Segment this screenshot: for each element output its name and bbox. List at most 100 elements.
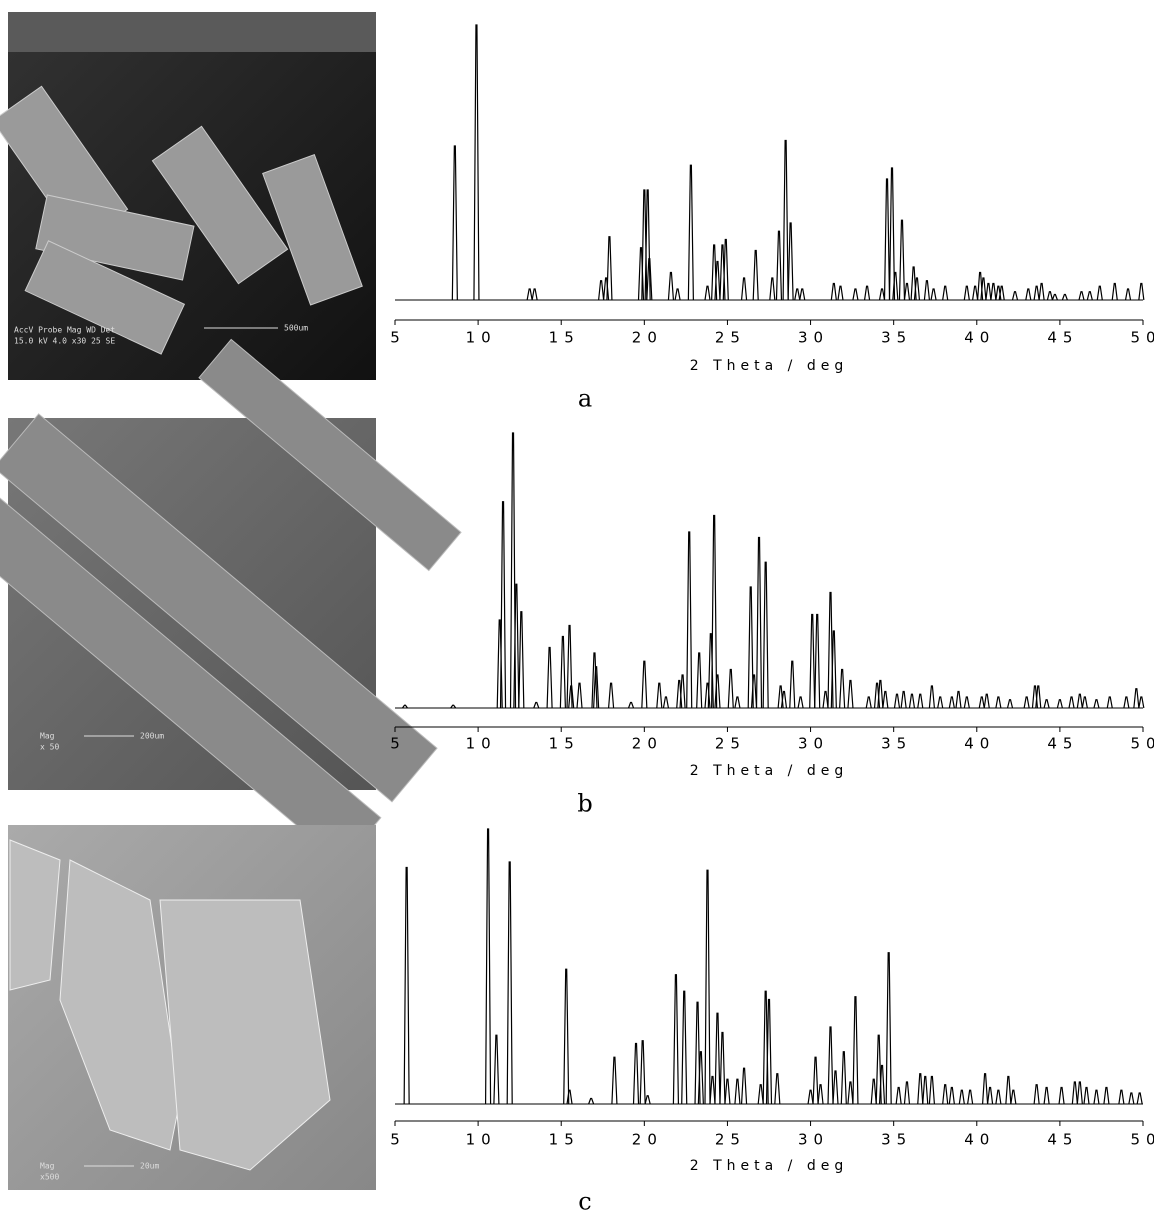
peak	[734, 1078, 741, 1105]
x-axis-label: 2 Theta / deg	[690, 358, 848, 374]
x-tick-label: 45	[1047, 735, 1078, 753]
x-tick-label: 20	[632, 1131, 663, 1149]
peak	[913, 277, 921, 301]
peak	[1038, 282, 1045, 301]
peak	[1071, 1081, 1078, 1105]
x-tick-label: 45	[1047, 1131, 1078, 1149]
peak	[837, 285, 844, 301]
peak	[687, 164, 694, 301]
peak	[694, 1001, 701, 1105]
peak	[1081, 696, 1088, 709]
peak	[734, 696, 741, 709]
peak	[1011, 291, 1019, 301]
peak	[714, 260, 721, 301]
x-tick-label: 30	[798, 1131, 829, 1149]
x-tick-label: 40	[964, 329, 995, 347]
image-label: Mag	[40, 732, 55, 741]
x-axis-label: 2 Theta / deg	[690, 763, 848, 779]
peak	[576, 682, 583, 709]
peak	[1111, 282, 1118, 301]
peak	[1061, 293, 1068, 301]
x-tick-label: 25	[715, 735, 746, 753]
x-tick-label: 5	[390, 735, 406, 753]
peak	[963, 285, 970, 301]
peak	[747, 586, 754, 709]
peak	[526, 288, 533, 301]
peak	[563, 968, 570, 1105]
peak	[646, 258, 653, 301]
peak	[903, 282, 911, 301]
panel-caption: b	[577, 790, 592, 818]
peak	[1086, 291, 1093, 301]
x-tick-label: 50	[1130, 329, 1154, 347]
peak	[591, 652, 598, 709]
peak	[606, 236, 613, 301]
peak	[789, 660, 796, 709]
peak	[769, 277, 776, 301]
peak	[546, 646, 553, 709]
peak	[847, 1081, 854, 1105]
peak	[782, 139, 789, 301]
peak	[852, 996, 859, 1105]
x-axis-label: 2 Theta / deg	[690, 1158, 848, 1174]
peak	[775, 230, 783, 301]
image-label: x 50	[40, 743, 59, 752]
peak	[704, 869, 711, 1105]
peak	[644, 1095, 651, 1105]
peak	[870, 1078, 877, 1105]
peak	[627, 701, 635, 709]
peak	[903, 1081, 911, 1105]
peak	[990, 282, 997, 301]
peak	[930, 288, 937, 301]
x-tick-label: 5	[390, 329, 406, 347]
peak	[1118, 1089, 1125, 1105]
peak	[995, 1089, 1002, 1105]
peak	[711, 514, 718, 709]
peak	[639, 1040, 646, 1105]
peak	[727, 668, 734, 709]
peak	[812, 1056, 819, 1105]
peak	[762, 561, 769, 709]
peak	[403, 866, 410, 1105]
peak	[1033, 1084, 1040, 1105]
peak	[696, 652, 703, 709]
image-label: Mag	[40, 1162, 55, 1171]
peak	[752, 249, 759, 301]
peak	[644, 189, 651, 301]
peak	[799, 288, 806, 301]
peak	[787, 222, 794, 301]
x-tick-label: 50	[1130, 1131, 1154, 1149]
peak	[1010, 1089, 1017, 1105]
peak	[917, 1073, 924, 1105]
peak	[882, 690, 889, 709]
peak	[898, 219, 906, 301]
image-label: 20um	[140, 1162, 159, 1171]
peak	[518, 611, 525, 709]
peak	[832, 1070, 839, 1105]
peak	[895, 1086, 902, 1105]
peak	[814, 613, 821, 709]
peak	[451, 145, 458, 301]
peak	[506, 861, 513, 1105]
peak	[656, 682, 663, 709]
peak	[1056, 699, 1063, 709]
peak	[686, 531, 693, 709]
peak	[928, 1075, 935, 1105]
peak	[1043, 1086, 1050, 1105]
peak	[679, 674, 686, 709]
peak	[1006, 699, 1014, 709]
x-tick-label: 40	[964, 1131, 995, 1149]
peak	[917, 693, 924, 709]
peak	[893, 693, 901, 709]
peak	[607, 682, 615, 709]
peak	[450, 704, 457, 709]
peak	[865, 696, 872, 709]
peak	[593, 666, 600, 709]
x-tick-label: 15	[549, 1131, 580, 1149]
peak	[937, 696, 944, 709]
peak	[632, 1042, 640, 1105]
peak	[1033, 285, 1040, 301]
image-label: AccV Probe Mag WD Det	[14, 326, 115, 335]
peak	[910, 266, 917, 301]
